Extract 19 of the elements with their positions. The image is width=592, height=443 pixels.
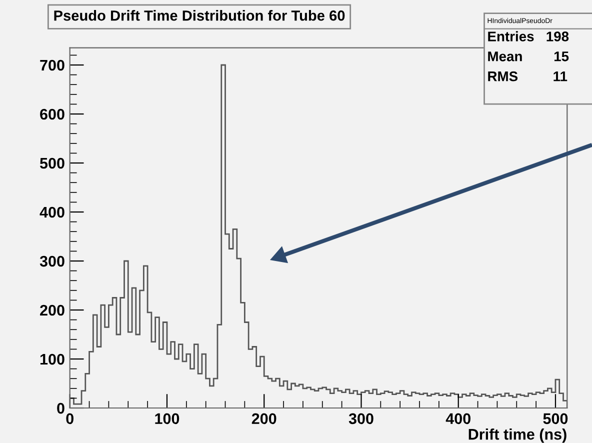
x-tick-label: 100: [155, 413, 180, 424]
x-tick-label: 0: [66, 413, 74, 424]
y-tick-label: 0: [57, 402, 64, 414]
chart-title: Pseudo Drift Time Distribution for Tube 60: [54, 10, 345, 21]
text: Entries 198: [488, 31, 569, 42]
x-tick-label: 200: [252, 413, 276, 424]
y-tick-label: 300: [40, 256, 64, 267]
x-tick-label: 500: [543, 413, 568, 424]
y-tick-label: 200: [40, 304, 64, 316]
y-tick-label: 700: [40, 60, 64, 71]
annotation: Mean 15: [488, 52, 569, 62]
y-tick-label: 400: [40, 206, 64, 218]
y-tick-label: 100: [40, 354, 64, 365]
x-axis-title: Drift time (ns): [468, 428, 566, 443]
y-tick-label: 500: [40, 158, 64, 169]
x-tick-label: 300: [348, 413, 374, 424]
x-tick-label: 400: [446, 413, 470, 424]
y-tick-label: 600: [40, 108, 64, 120]
annotation: RMS 11: [488, 71, 568, 82]
